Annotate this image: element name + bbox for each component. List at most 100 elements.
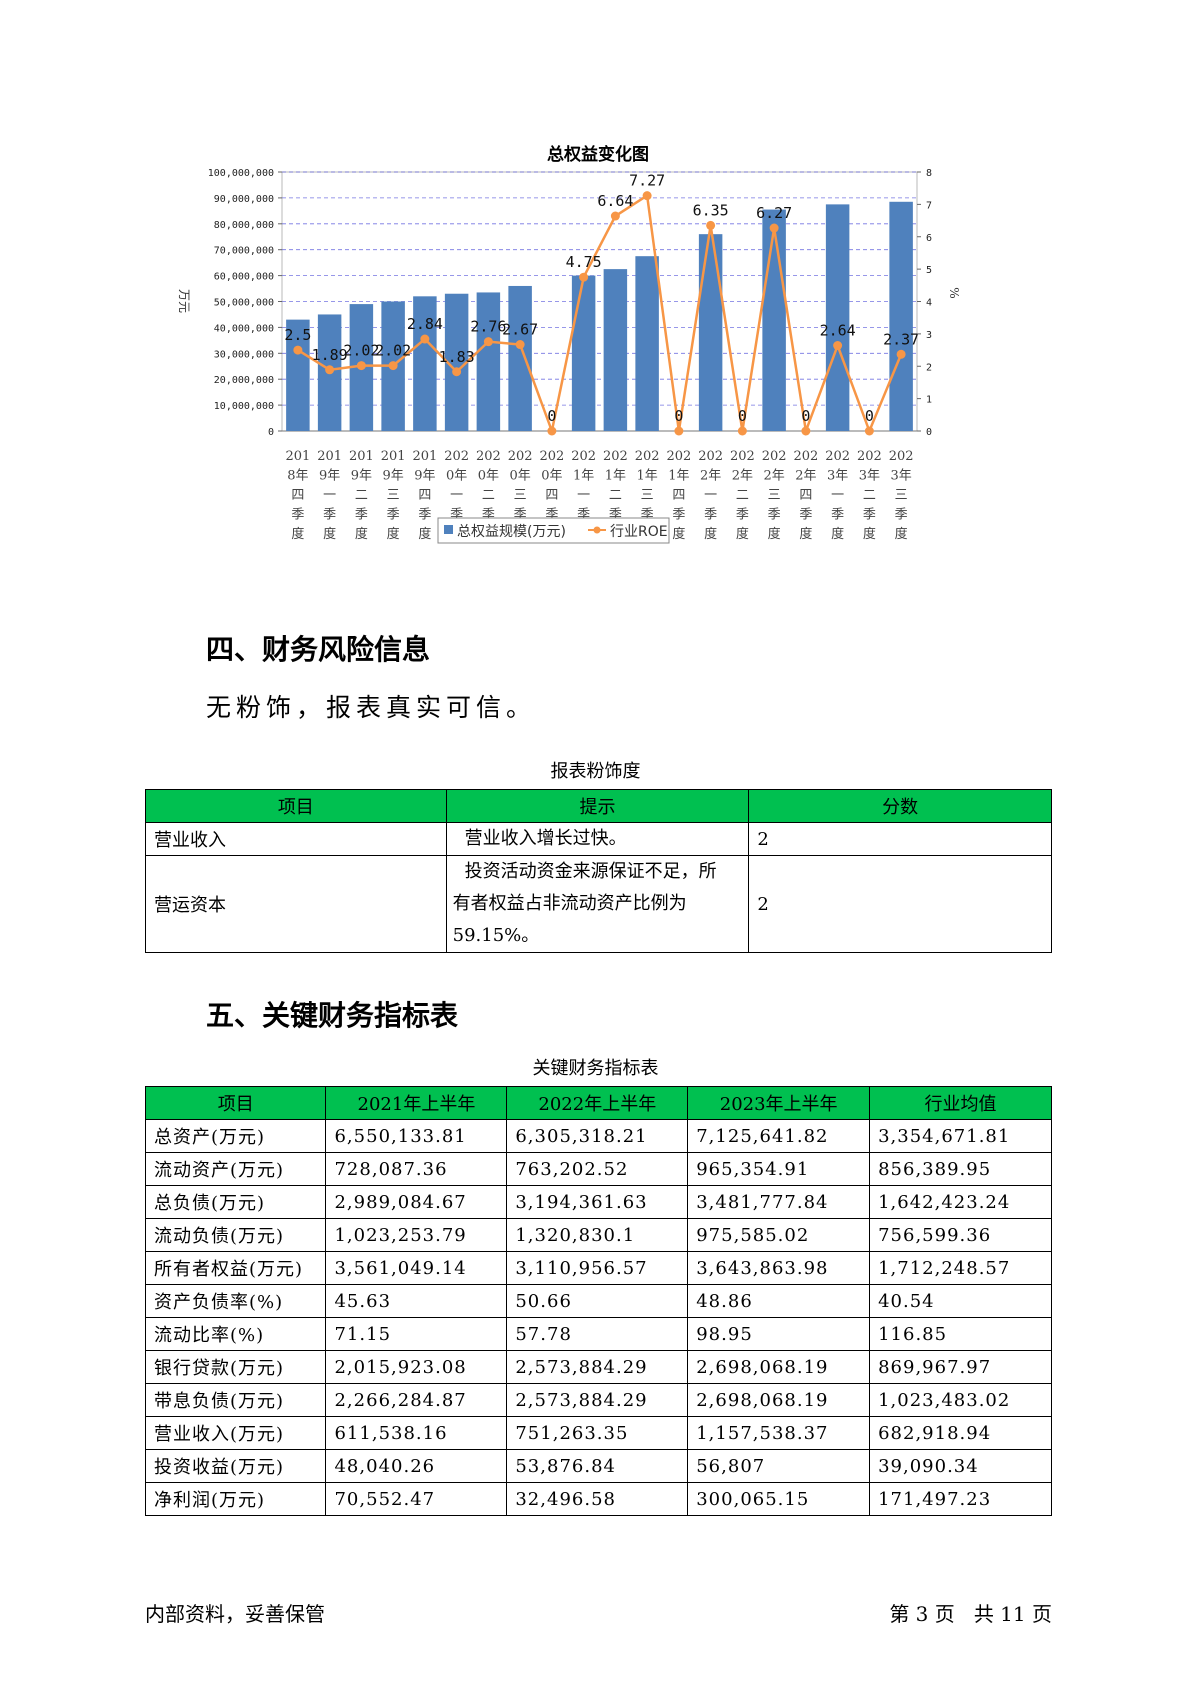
equity-bar [889,201,913,431]
risk-summary-text: 无粉饰，报表真实可信。 [206,693,537,722]
kpi-item-cell: 流动比率(%) [144,1317,327,1351]
y2-tick-label: 8 [926,168,932,179]
x-tick-label: 1年 [668,469,689,484]
x-tick-label: 四 [545,488,558,503]
footer-confidential-note: 内部资料，妥善保管 [145,1602,325,1626]
kpi-item-cell: 投资收益(万元) [144,1449,327,1483]
kpi-value-cell: 2,266,284.87 [325,1383,508,1417]
x-tick-label: 202 [603,449,628,464]
equity-bar [571,275,596,431]
legend-line-label: 行业ROE [610,524,668,540]
x-tick-label: 3年 [827,469,848,484]
kpi-header-cell: 行业均值 [869,1086,1052,1120]
kpi-value-cell: 300,065.15 [687,1482,871,1516]
kpi-table-row: 流动资产(万元) 728,087.36 763,202.52 965,354.91 85… [144,1152,1052,1186]
kpi-table-header-row: 项目 2021年上半年 2022年上半年 2023年上半年 行业均值 [144,1086,1052,1120]
equity-bar [413,296,437,431]
y2-tick-label: 5 [926,265,932,276]
risk-hint-line: 营业收入增长过快。 [464,828,627,849]
y-axis-label: 万元 [177,289,191,313]
kpi-table-body: 总资产(万元) 6,550,133.81 6,305,318.21 7,125,641… [144,1119,1052,1516]
x-tick-label: 度 [736,526,749,542]
x-tick-label: 201 [381,449,406,464]
x-tick-label: 2年 [732,469,753,484]
kpi-header-cell: 2022年上半年 [506,1086,689,1120]
x-tick-label: 0年 [541,469,562,484]
roe-data-label: 6.27 [756,204,792,222]
roe-line [297,193,903,436]
x-tick-label: 202 [730,449,755,464]
kpi-table-row: 总资产(万元) 6,550,133.81 6,305,318.21 7,125,641… [144,1119,1052,1153]
kpi-value-cell: 611,538.16 [325,1416,508,1450]
roe-point [420,334,430,344]
risk-item-cell: 营运资本 [145,855,447,953]
kpi-table-row: 所有者权益(万元) 3,561,049.14 3,110,956.57 3,643,8… [144,1251,1052,1285]
kpi-value-cell: 50.66 [506,1284,689,1318]
roe-data-label: 1.83 [439,348,475,366]
risk-score-cell: 2 [748,822,1052,856]
equity-chart: 总权益变化图 2.5 1.89 2.02 2.02 2.84 1.83 2.76 2.67 0 4… [170,135,1000,590]
roe-data-label: 0 [738,407,747,425]
x-tick-label: 1年 [605,469,626,484]
roe-line-layer: 2.51.892.022.022.841.832.762.6704.756.64… [284,172,919,436]
x-tick-label: 202 [857,449,882,464]
x-tick-label: 四 [418,488,431,503]
roe-point [864,426,874,436]
kpi-value-cell: 40.54 [869,1284,1052,1318]
y-tick-label: 50,000,000 [214,298,274,309]
x-tick-label: 202 [666,449,691,464]
kpi-item-cell: 流动资产(万元) [144,1152,327,1186]
kpi-value-cell: 3,194,361.63 [506,1185,689,1219]
x-tick-label: 度 [895,526,908,542]
x-tick-label: 0年 [446,469,467,484]
kpi-table-row: 银行贷款(万元) 2,015,923.08 2,573,884.29 2,698,06… [144,1350,1052,1384]
x-tick-label: 四 [672,488,685,503]
roe-data-label: 2.5 [284,326,311,344]
risk-header-item: 项目 [145,789,447,823]
x-tick-label: 3年 [890,469,911,484]
roe-point [483,337,493,347]
kpi-table-row: 流动比率(%) 71.15 57.78 98.95 116.85 [144,1317,1052,1351]
legend-bar-label: 总权益规模(万元) [457,524,566,540]
kpi-value-cell: 728,087.36 [325,1152,508,1186]
roe-point [674,426,684,436]
x-tick-label: 二 [355,488,368,503]
x-tick-label: 三 [768,488,781,503]
x-tick-label: 季 [291,508,304,523]
roe-point [642,191,652,201]
x-tick-label: 201 [285,449,310,464]
kpi-value-cell: 2,698,068.19 [687,1350,871,1384]
y-tick-label: 60,000,000 [214,272,274,283]
equity-bar [286,319,310,431]
kpi-value-cell: 6,305,318.21 [506,1119,689,1153]
roe-point [515,340,525,350]
x-tick-label: 季 [704,508,717,523]
x-tick-label: 季 [768,508,781,523]
kpi-value-cell: 869,967.97 [869,1350,1052,1384]
x-tick-label: 季 [355,508,368,523]
x-tick-label: 8年 [287,469,308,484]
y-tick-label: 80,000,000 [214,220,274,231]
x-tick-label: 度 [418,526,431,542]
kpi-table-caption: 关键财务指标表 [532,1058,659,1079]
kpi-value-cell: 70,552.47 [325,1482,508,1516]
x-tick-label: 202 [539,449,564,464]
risk-hint-cell: 营业收入增长过快。 [445,822,750,856]
x-tick-label: 三 [514,488,527,503]
roe-point [293,345,303,355]
roe-point [325,365,335,375]
roe-point [769,223,779,233]
equity-chart-svg: 总权益变化图 2.51.892.022.022.841.832.762.6704… [177,144,961,544]
equity-bar [476,292,501,431]
x-tick-label: 1年 [636,469,657,484]
roe-data-label: 2.84 [407,315,443,333]
kpi-value-cell: 763,202.52 [506,1152,689,1186]
kpi-item-cell: 资产负债率(%) [144,1284,327,1318]
roe-point [896,349,906,359]
roe-point [452,367,462,377]
kpi-value-cell: 6,550,133.81 [325,1119,508,1153]
y-tick-label: 100,000,000 [208,168,274,179]
risk-header-hint: 提示 [445,789,750,823]
x-tick-label: 202 [889,449,914,464]
